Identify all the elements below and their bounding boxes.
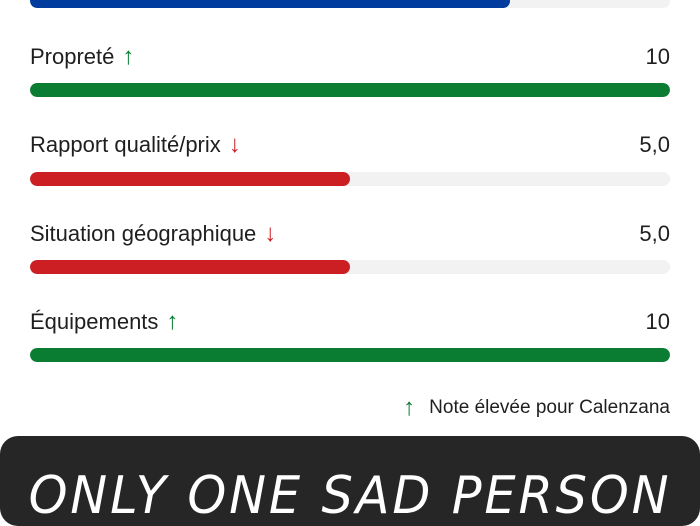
top-rating-bar	[30, 0, 670, 8]
rating-name: Équipements	[30, 309, 159, 334]
rating-label: Situation géographique ↓	[30, 221, 276, 247]
arrow-up-icon: ↑	[166, 308, 179, 335]
rating-label: Propreté ↑	[30, 44, 134, 70]
rating-label: Rapport qualité/prix ↓	[30, 132, 241, 158]
arrow-down-icon: ↓	[264, 220, 277, 247]
rating-label: Équipements ↑	[30, 309, 178, 335]
arrow-down-icon: ↓	[228, 131, 241, 158]
rating-bar-fill	[30, 348, 670, 362]
rating-name: Situation géographique	[30, 221, 257, 246]
banner-text: ONLY ONE SAD PERSON	[28, 466, 672, 526]
rating-value: 5,0	[639, 221, 670, 246]
rating-bar	[30, 83, 670, 97]
rating-value: 5,0	[639, 132, 670, 157]
rating-bar-fill	[30, 83, 670, 97]
rating-bar	[30, 260, 670, 274]
rating-bar-fill	[30, 260, 350, 274]
arrow-up-icon: ↑	[122, 43, 135, 70]
top-rating-bar-fill	[30, 0, 510, 8]
caption-banner: ONLY ONE SAD PERSON	[0, 436, 700, 526]
arrow-up-icon: ↑	[403, 394, 416, 421]
rating-name: Rapport qualité/prix	[30, 132, 221, 157]
high-rating-legend: ↑ Note élevée pour Calenzana	[403, 396, 670, 420]
rating-name: Propreté	[30, 44, 115, 69]
rating-value: 10	[645, 44, 670, 69]
rating-bar-fill	[30, 172, 350, 186]
rating-bar	[30, 172, 670, 186]
legend-text: Note élevée pour Calenzana	[429, 397, 670, 418]
rating-bar	[30, 348, 670, 362]
rating-value: 10	[645, 309, 670, 334]
